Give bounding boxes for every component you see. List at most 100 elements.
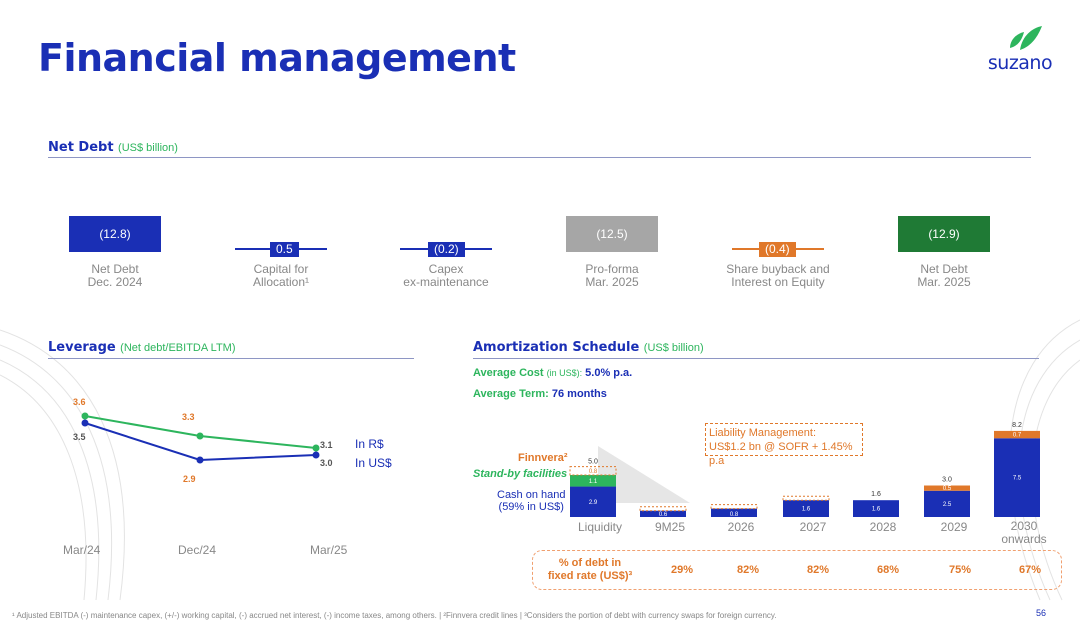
legend-usd: In US$ [355, 456, 392, 470]
bar-liquidity-cash [570, 486, 616, 517]
net-debt-heading: Net Debt (US$ billion) [48, 138, 178, 156]
bar-2026-label: 0.8 [730, 512, 739, 518]
wf-label-net-debt-mar25: Net Debt Mar. 2025 [917, 262, 971, 289]
label-brl-mar25: 3.1 [320, 440, 333, 450]
wf-label-proforma: Pro-forma Mar. 2025 [585, 262, 639, 289]
fixed-rate-9m25: 29% [670, 564, 694, 576]
page-number: 56 [1036, 608, 1047, 618]
bar-2029-blue-label: 2.5 [943, 502, 952, 508]
x-label-dec24: Dec/24 [178, 543, 217, 557]
point-brl-mar25 [312, 444, 320, 452]
leverage-rule [48, 358, 414, 359]
x-label-9m25: 9M25 [654, 520, 686, 534]
average-cost: Average Cost (in US$): 5.0% p.a. [473, 367, 633, 379]
x-label-mar24: Mar/24 [63, 543, 101, 557]
bar-2029-blue [924, 490, 970, 517]
bar-2027 [783, 500, 829, 517]
label-usd-dec24: 2.9 [183, 474, 196, 484]
amortization-heading: Amortization Schedule (US$ billion) [473, 338, 704, 356]
net-debt-rule [48, 157, 1031, 158]
leverage-subtitle: (Net debt/EBITDA LTM) [120, 342, 236, 354]
bar-2029-orange [924, 485, 970, 491]
point-brl-mar24 [81, 412, 89, 420]
label-usd-mar25: 3.0 [320, 458, 333, 468]
bar-2030-blue [994, 438, 1040, 517]
bar-2027-liability-outline [782, 495, 830, 501]
amortization-rule [473, 358, 1039, 359]
leverage-title: Leverage [48, 340, 116, 355]
leverage-chart [81, 412, 320, 464]
wf-label-capital: Capital for Allocation¹ [252, 262, 310, 289]
suzano-leaf-icon [1010, 26, 1042, 50]
bar-2028-total: 1.6 [871, 491, 881, 498]
wf-bar-net-debt-mar25: (12.9) [898, 216, 990, 252]
fixed-rate-2030: 67% [1018, 564, 1042, 576]
label-brl-mar24: 3.6 [73, 397, 86, 407]
x-label-liquidity: Liquidity [577, 520, 623, 534]
net-debt-subtitle: (US$ billion) [118, 142, 178, 154]
legend-brl: In R$ [355, 437, 384, 451]
wf-value-buyback: (0.4) [759, 242, 796, 257]
wf-value-capital: 0.5 [270, 242, 299, 257]
fixed-rate-2027: 82% [806, 564, 830, 576]
amortization-title: Amortization Schedule [473, 340, 640, 355]
point-usd-mar25 [312, 451, 320, 459]
x-label-mar25: Mar/25 [310, 543, 348, 557]
bar-9M25-label: 0.6 [659, 512, 668, 518]
bar-liquidity-standby-label: 1.1 [589, 479, 598, 485]
bar-2030-orange-label: 0.7 [1013, 433, 1022, 439]
bar-2028 [853, 500, 899, 517]
bar-2026 [711, 508, 757, 517]
fixed-rate-2028: 68% [876, 564, 900, 576]
bar-liquidity-finnvera-label: 0.8 [589, 469, 598, 475]
bar-2028-label: 1.6 [872, 507, 881, 513]
bar-liquidity-total: 5.0 [588, 459, 598, 466]
liability-management-note: Liability Management: US$1.2 bn @ SOFR +… [705, 423, 863, 467]
fixed-rate-label: % of debt in fixed rate (US$)³ [547, 557, 633, 582]
net-debt-title: Net Debt [48, 140, 114, 155]
amortization-chart: 2.9 1.1 0.8 5.0 0.6 0.8 1.6 1.6 1.6 2.5 0.5 3.0 7.5 0… [569, 422, 1040, 518]
amortization-subtitle: (US$ billion) [643, 342, 704, 354]
bar-2029-total: 3.0 [942, 477, 952, 484]
line-usd [84, 422, 317, 462]
bar-liquidity-finnvera [569, 466, 617, 476]
wf-bar-net-debt-dec24: (12.8) [69, 216, 161, 252]
footnote: ¹ Adjusted EBITDA (-) maintenance capex,… [12, 611, 777, 620]
wf-label-buyback: Share buyback and Interest on Equity [726, 262, 830, 289]
standby-label: Stand-by facilities [473, 468, 568, 480]
x-label-2029: 2029 [940, 520, 968, 534]
wf-label-net-debt-dec24: Net Debt Dec. 2024 [87, 262, 143, 289]
label-brl-dec24: 3.3 [182, 412, 195, 422]
page-title: Financial management [38, 36, 516, 80]
point-brl-dec24 [196, 432, 204, 440]
x-label-2026: 2026 [727, 520, 755, 534]
fixed-rate-2026: 82% [736, 564, 760, 576]
bar-liquidity-cash-label: 2.9 [589, 500, 598, 506]
wf-bar-proforma: (12.5) [566, 216, 658, 252]
point-usd-dec24 [196, 456, 204, 464]
bar-2030-orange [994, 430, 1040, 439]
bar-2029-orange-label: 0.5 [943, 486, 952, 492]
label-usd-mar24: 3.5 [73, 432, 86, 442]
x-label-2028: 2028 [869, 520, 897, 534]
finnvera-label: Finnvera² [518, 452, 568, 464]
liquidity-shade [598, 446, 690, 503]
bar-9M25-liability-outline [639, 506, 687, 512]
x-label-2030: 2030 onwards [1001, 519, 1047, 546]
x-label-2027: 2027 [799, 520, 827, 534]
bar-2026-liability-outline [710, 504, 758, 510]
bar-liquidity-standby [570, 475, 616, 487]
leverage-heading: Leverage (Net debt/EBITDA LTM) [48, 338, 235, 356]
bar-9M25 [640, 510, 686, 517]
fixed-rate-2029: 75% [948, 564, 972, 576]
line-brl [84, 415, 317, 449]
bar-2030-blue-label: 7.5 [1013, 476, 1022, 482]
cash-label: Cash on hand (59% in US$) [497, 489, 566, 513]
wf-label-capex: Capex ex-maintenance [403, 262, 489, 289]
fixed-rate-row [532, 550, 1062, 590]
average-term: Average Term: 76 months [473, 388, 607, 400]
bar-2027-label: 1.6 [802, 507, 811, 513]
bar-2030-total: 8.2 [1012, 422, 1022, 429]
point-usd-mar24 [81, 419, 89, 427]
wf-value-capex: (0.2) [428, 242, 465, 257]
